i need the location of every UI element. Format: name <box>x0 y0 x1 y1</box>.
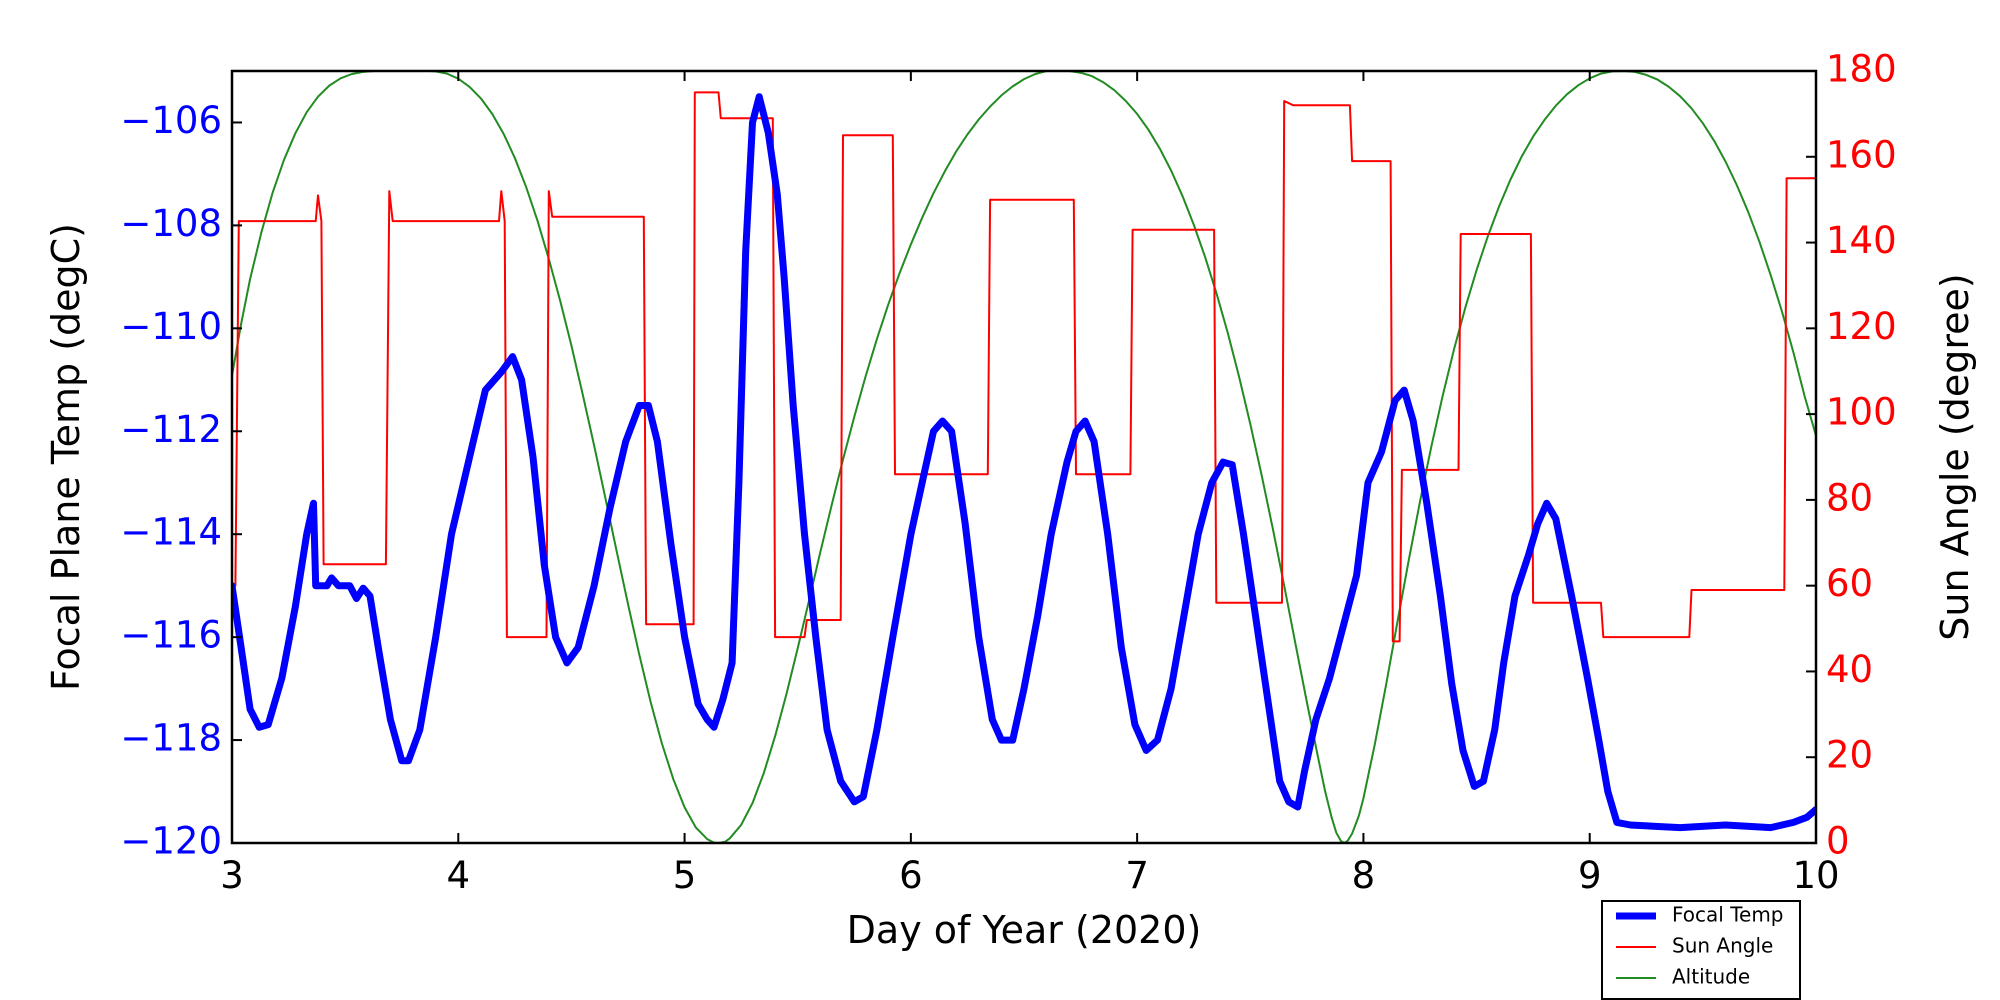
legend-label-focal-temp: Focal Temp <box>1672 903 1784 927</box>
y-right-tick-label: 120 <box>1826 305 1897 348</box>
series-line-sun-angle <box>232 91 1816 643</box>
ticks-layer: 3 4 5 6 7 8 9 10 −106 −108 −110 −112 −114 −116 −118 −12… <box>120 48 1896 898</box>
y-right-tick-label: 20 <box>1826 734 1873 777</box>
y-right-tick-label: 80 <box>1826 476 1873 519</box>
legend-label-altitude: Altitude <box>1672 965 1750 989</box>
y-left-tick-label: −106 <box>120 99 222 142</box>
series-line-focal-temp <box>232 93 1816 832</box>
series-layer <box>232 71 1816 843</box>
x-tick-label: 8 <box>1352 854 1376 897</box>
y-left-tick-label: −120 <box>120 820 222 863</box>
x-tick-label: 5 <box>673 854 697 897</box>
x-tick-label: 4 <box>447 854 471 897</box>
y-left-tick-label: −112 <box>120 408 222 451</box>
y-right-tick-label: 140 <box>1826 219 1897 262</box>
y-left-tick-label: −118 <box>120 717 222 760</box>
x-tick-label: 7 <box>1125 854 1149 897</box>
x-tick-label: 10 <box>1792 854 1839 897</box>
y-axis-label-right: Sun Angle (degree) <box>1933 273 1977 640</box>
legend-label-sun-angle: Sun Angle <box>1672 934 1773 958</box>
plot-frame <box>230 69 1818 845</box>
y-right-tick-label: 160 <box>1826 133 1897 176</box>
y-left-tick-label: −114 <box>120 511 222 554</box>
y-right-tick-label: 180 <box>1826 48 1897 91</box>
y-left-tick-label: −110 <box>120 305 222 348</box>
y-right-tick-label: 0 <box>1826 820 1850 863</box>
y-right-tick-label: 100 <box>1826 391 1897 434</box>
y-left-tick-label: −108 <box>120 202 222 245</box>
y-right-tick-label: 60 <box>1826 562 1873 605</box>
y-left-tick-label: −116 <box>120 614 222 657</box>
x-tick-label: 3 <box>220 854 244 897</box>
legend: Focal Temp Sun Angle Altitude <box>1601 900 1801 1000</box>
series-line-altitude <box>232 71 1816 843</box>
y-axis-label-left: Focal Plane Temp (degC) <box>44 223 88 691</box>
x-axis-label: Day of Year (2020) <box>847 908 1202 952</box>
y-right-tick-label: 40 <box>1826 648 1873 691</box>
x-tick-label: 6 <box>899 854 923 897</box>
x-tick-label: 9 <box>1578 854 1602 897</box>
